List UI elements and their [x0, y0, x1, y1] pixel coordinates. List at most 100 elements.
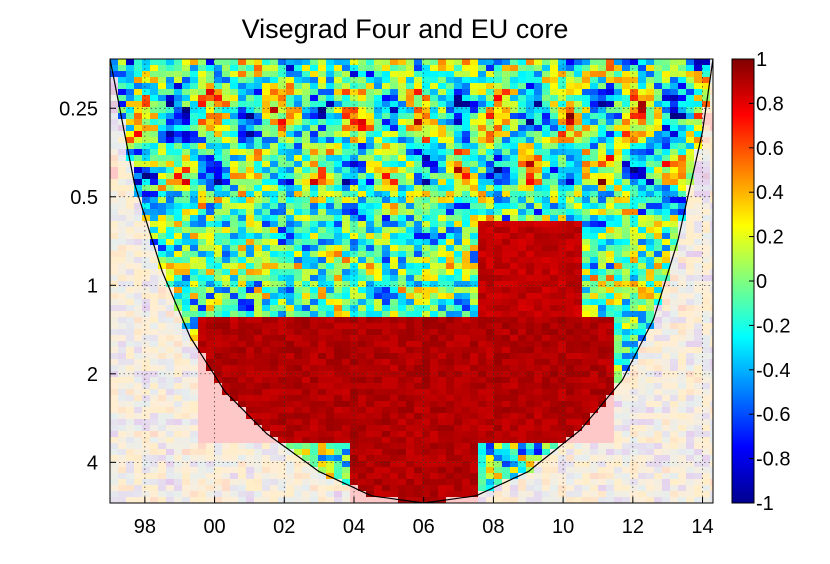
- heatmap-cell: [446, 83, 455, 90]
- heatmap-cell: [606, 137, 615, 144]
- heatmap-cell: [702, 203, 711, 210]
- heatmap-cell: [630, 95, 639, 102]
- heatmap-cell: [222, 149, 231, 156]
- heatmap-cell: [142, 101, 151, 108]
- heatmap-cell: [574, 59, 583, 66]
- heatmap-cell: [326, 401, 335, 408]
- heatmap-cell: [166, 59, 175, 66]
- heatmap-cell: [486, 407, 495, 414]
- heatmap-cell: [318, 221, 327, 228]
- heatmap-cell: [518, 281, 527, 288]
- heatmap-cell: [198, 269, 207, 276]
- heatmap-cell: [366, 59, 375, 66]
- heatmap-cell: [534, 155, 543, 162]
- heatmap-cell: [342, 77, 351, 84]
- heatmap-cell: [542, 377, 551, 384]
- heatmap-cell: [246, 191, 255, 198]
- heatmap-cell: [558, 227, 567, 234]
- heatmap-cell: [190, 113, 199, 120]
- heatmap-cell: [550, 233, 559, 240]
- heatmap-cell: [614, 89, 623, 96]
- heatmap-cell: [206, 179, 215, 186]
- heatmap-cell: [142, 413, 151, 420]
- heatmap-cell: [390, 431, 399, 438]
- heatmap-cell: [414, 227, 423, 234]
- heatmap-cell: [526, 239, 535, 246]
- heatmap-cell: [542, 281, 551, 288]
- heatmap-cell: [214, 269, 223, 276]
- heatmap-cell: [598, 395, 607, 402]
- heatmap-cell: [590, 101, 599, 108]
- heatmap-cell: [342, 149, 351, 156]
- heatmap-cell: [174, 83, 183, 90]
- heatmap-cell: [566, 125, 575, 132]
- heatmap-cell: [614, 281, 623, 288]
- heatmap-cell: [134, 155, 143, 162]
- heatmap-cell: [358, 167, 367, 174]
- heatmap-cell: [630, 155, 639, 162]
- heatmap-cell: [166, 425, 175, 432]
- heatmap-cell: [486, 227, 495, 234]
- heatmap-cell: [262, 227, 271, 234]
- heatmap-cell: [310, 245, 319, 252]
- heatmap-cell: [358, 389, 367, 396]
- heatmap-cell: [558, 77, 567, 84]
- heatmap-cell: [190, 161, 199, 168]
- heatmap-cell: [502, 305, 511, 312]
- heatmap-cell: [294, 179, 303, 186]
- heatmap-cell: [126, 167, 135, 174]
- heatmap-cell: [638, 239, 647, 246]
- heatmap-cell: [358, 251, 367, 258]
- heatmap-cell: [414, 449, 423, 456]
- heatmap-cell: [214, 281, 223, 288]
- heatmap-cell: [182, 329, 191, 336]
- heatmap-cell: [638, 155, 647, 162]
- heatmap-cell: [502, 395, 511, 402]
- heatmap-cell: [374, 209, 383, 216]
- heatmap-cell: [462, 137, 471, 144]
- heatmap-cell: [630, 257, 639, 264]
- heatmap-cell: [550, 95, 559, 102]
- heatmap-cell: [614, 191, 623, 198]
- heatmap-cell: [342, 341, 351, 348]
- heatmap-cell: [670, 65, 679, 72]
- heatmap-cell: [646, 227, 655, 234]
- heatmap-cell: [518, 407, 527, 414]
- heatmap-cell: [350, 329, 359, 336]
- heatmap-cell: [518, 323, 527, 330]
- heatmap-cell: [134, 353, 143, 360]
- heatmap-cell: [414, 431, 423, 438]
- heatmap-cell: [198, 317, 207, 324]
- heatmap-cell: [294, 335, 303, 342]
- heatmap-cell: [638, 113, 647, 120]
- heatmap-cell: [358, 209, 367, 216]
- heatmap-cell: [326, 419, 335, 426]
- heatmap-cell: [278, 209, 287, 216]
- heatmap-cell: [198, 173, 207, 180]
- heatmap-cell: [150, 419, 159, 426]
- heatmap-cell: [278, 287, 287, 294]
- heatmap-cell: [318, 197, 327, 204]
- heatmap-cell: [390, 161, 399, 168]
- heatmap-cell: [278, 143, 287, 150]
- heatmap-cell: [366, 431, 375, 438]
- heatmap-cell: [270, 449, 279, 456]
- heatmap-cell: [614, 83, 623, 90]
- heatmap-cell: [582, 209, 591, 216]
- heatmap-cell: [510, 407, 519, 414]
- heatmap-cell: [598, 443, 607, 450]
- heatmap-cell: [342, 389, 351, 396]
- heatmap-cell: [270, 245, 279, 252]
- heatmap-cell: [670, 173, 679, 180]
- heatmap-cell: [550, 101, 559, 108]
- heatmap-cell: [598, 155, 607, 162]
- heatmap-cell: [414, 251, 423, 258]
- heatmap-cell: [470, 113, 479, 120]
- heatmap-cell: [246, 143, 255, 150]
- heatmap-cell: [174, 419, 183, 426]
- heatmap-cell: [606, 377, 615, 384]
- heatmap-cell: [582, 167, 591, 174]
- heatmap-cell: [678, 305, 687, 312]
- heatmap-cell: [510, 251, 519, 258]
- heatmap-cell: [294, 311, 303, 318]
